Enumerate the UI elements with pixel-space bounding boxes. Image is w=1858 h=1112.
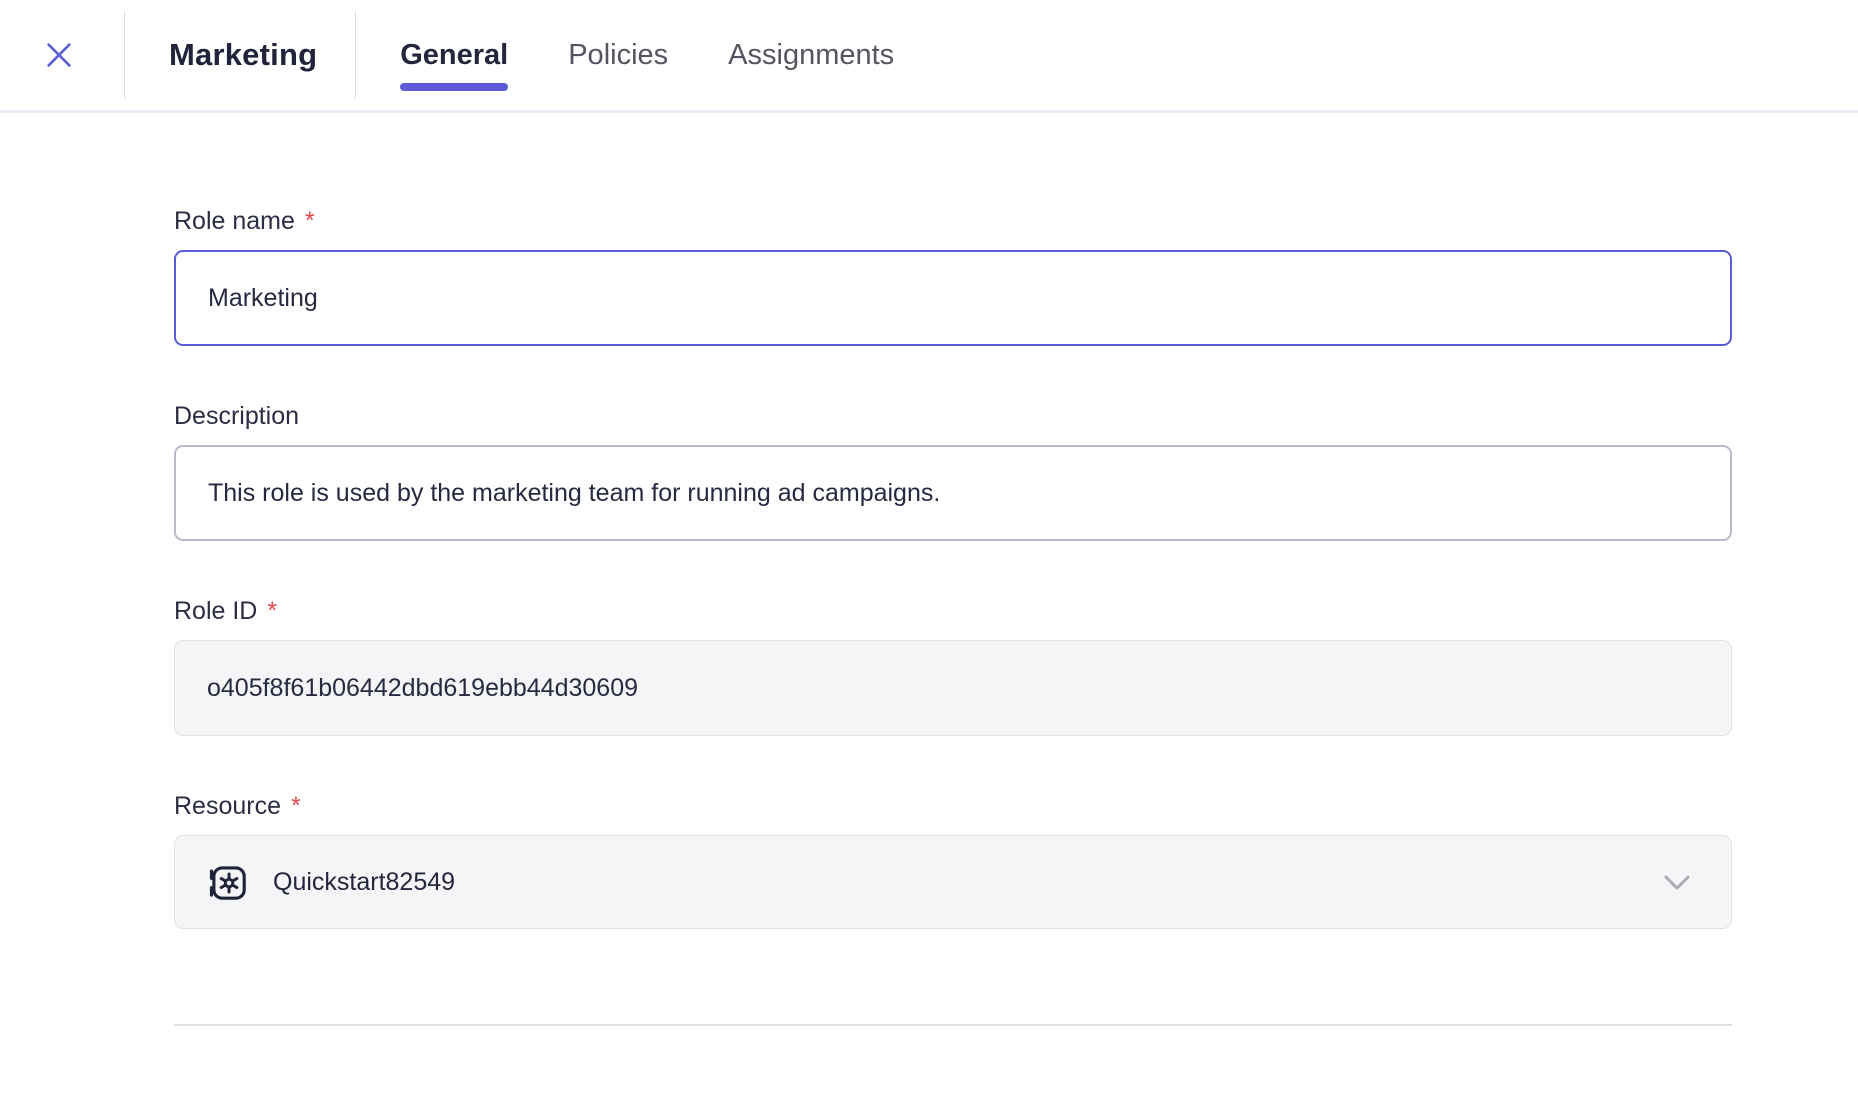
resource-label: Resource * (174, 792, 301, 820)
page-title: Marketing (169, 37, 318, 72)
tab-policies[interactable]: Policies (568, 38, 669, 71)
vault-icon (209, 866, 246, 900)
tab-general[interactable]: General (400, 0, 509, 110)
section-divider (174, 1024, 1732, 1026)
description-input[interactable] (174, 445, 1732, 541)
general-form: Role name * Description Role ID * Resour… (0, 207, 1858, 1026)
required-asterisk: * (291, 792, 301, 820)
resource-select[interactable]: Quickstart82549 (174, 835, 1732, 929)
header-divider (124, 11, 125, 99)
required-asterisk: * (267, 597, 278, 625)
tab-assignments[interactable]: Assignments (728, 38, 895, 71)
chevron-down-icon (1664, 875, 1690, 890)
description-label: Description (174, 402, 300, 430)
tab-bar: General Policies Assignments (400, 0, 894, 110)
x-icon (47, 43, 71, 67)
panel-header: Marketing General Policies Assignments (0, 0, 1858, 113)
role-name-label: Role name * (174, 207, 315, 235)
role-id-label: Role ID * (174, 597, 278, 625)
resource-selected-value: Quickstart82549 (273, 867, 456, 896)
role-id-input (174, 640, 1732, 736)
header-divider (355, 11, 357, 99)
required-asterisk: * (304, 207, 315, 235)
close-button[interactable] (42, 38, 76, 72)
role-name-input[interactable] (174, 250, 1732, 346)
